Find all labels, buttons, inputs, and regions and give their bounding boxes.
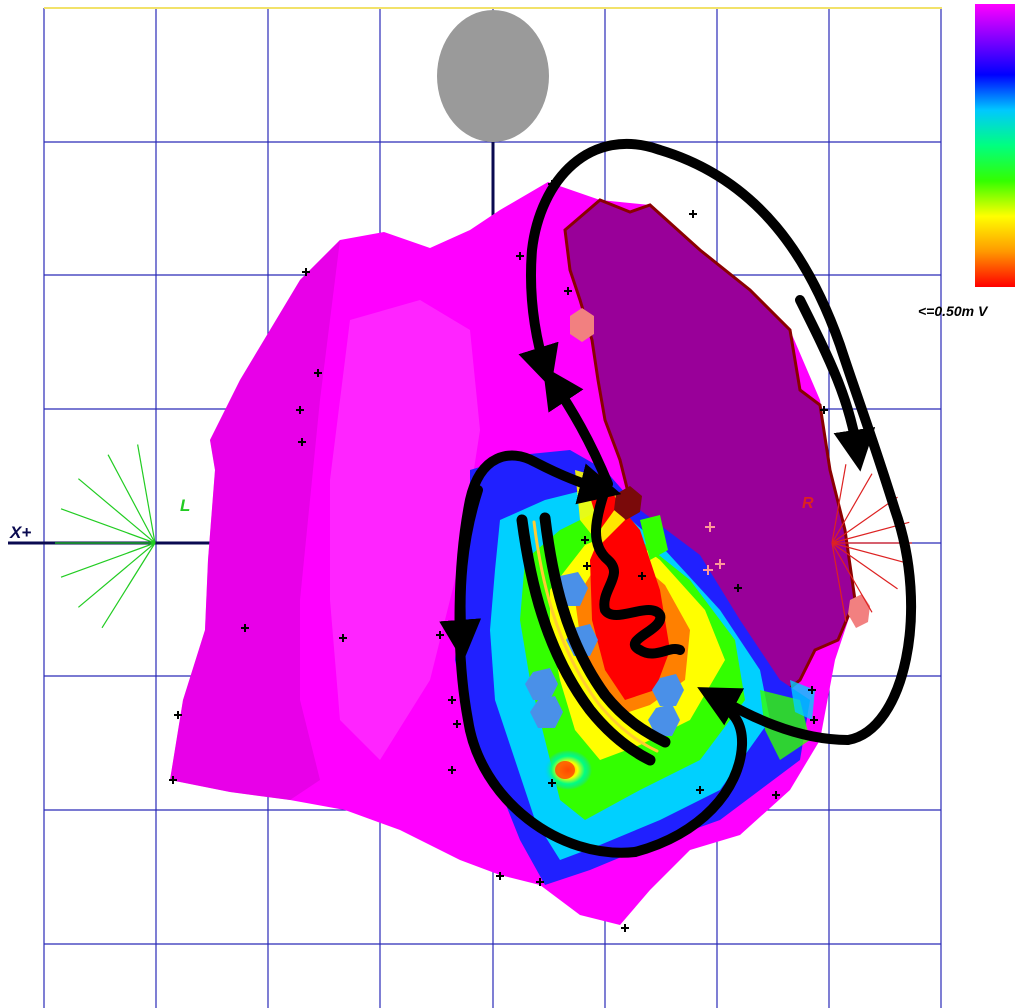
sample-point-icon xyxy=(496,872,504,880)
conduction-block-line-outer xyxy=(516,514,656,766)
sample-point-icon xyxy=(298,438,306,446)
reentry-circuit xyxy=(439,139,917,858)
chamber-highlight xyxy=(330,300,480,760)
sample-point-icon xyxy=(564,287,572,295)
orientation-ray xyxy=(831,542,847,622)
sample-point-icon xyxy=(314,369,322,377)
sample-point-icon xyxy=(808,686,816,694)
outer-loop-arrow xyxy=(518,139,917,745)
orientation-ray xyxy=(101,542,156,629)
sample-point-icon xyxy=(810,716,818,724)
conduction-block-line-inner xyxy=(539,512,671,748)
sample-point-icon xyxy=(448,766,456,774)
left-marker-label: L xyxy=(180,496,190,515)
sample-point-icon xyxy=(583,562,591,570)
sample-point-icon xyxy=(772,791,780,799)
outer-loop-arrowhead-path xyxy=(795,295,876,472)
catheter-site-icon xyxy=(530,696,563,728)
sample-point-icon xyxy=(296,406,304,414)
orientation-ray xyxy=(831,473,873,544)
sample-point-icon xyxy=(689,210,697,218)
sample-point-icon xyxy=(453,720,461,728)
orientation-ray xyxy=(831,542,898,590)
orientation-ray xyxy=(831,542,910,565)
sample-point-icon xyxy=(734,584,742,592)
catheter-site-icon xyxy=(525,668,558,700)
sample-point-icon xyxy=(548,779,556,787)
inner-loop-bottom-arrow xyxy=(630,700,748,857)
head-sphere-icon xyxy=(437,10,549,142)
inner-loop-left-arrow xyxy=(439,485,483,662)
chamber-shadow xyxy=(170,240,340,800)
left-orientation-icon xyxy=(55,444,156,629)
orientation-ray xyxy=(107,454,156,544)
orientation-ray xyxy=(831,496,898,544)
sample-point-icon xyxy=(516,252,524,260)
ablation-point-icon xyxy=(570,308,594,342)
sample-point-icon xyxy=(536,878,544,886)
scale-min-label: <=0.50m V xyxy=(918,303,989,319)
sample-point-icon xyxy=(581,536,589,544)
orientation-ray xyxy=(831,464,847,544)
right-marker-label: R xyxy=(802,495,814,512)
catheter-site-icon xyxy=(648,704,680,736)
sample-point-icon xyxy=(638,572,646,580)
sample-point-icon xyxy=(339,634,347,642)
orientation-ray xyxy=(60,542,156,578)
catheter-site-icon xyxy=(652,674,684,706)
x-axis-label: X+ xyxy=(9,523,31,542)
sample-point-icon xyxy=(820,406,828,414)
sample-point-icon xyxy=(174,711,182,719)
ablation-point-icon xyxy=(848,594,870,628)
voltage-scale-bar xyxy=(975,4,1015,287)
sample-point-icon xyxy=(302,268,310,276)
sample-point-icon xyxy=(448,696,456,704)
orientation-ray xyxy=(60,508,156,544)
pink-sample-points xyxy=(703,522,725,575)
orientation-ray xyxy=(137,444,156,544)
orientation-ray xyxy=(831,542,873,613)
sample-point-icon xyxy=(241,624,249,632)
orientation-ray xyxy=(78,542,156,608)
slow-conduction-zigzag xyxy=(591,485,685,659)
sample-point-icon xyxy=(169,776,177,784)
orientation-ray xyxy=(78,478,156,544)
sample-point-icon xyxy=(621,924,629,932)
sample-point-icon xyxy=(696,786,704,794)
conduction-block-highlight xyxy=(532,520,659,753)
